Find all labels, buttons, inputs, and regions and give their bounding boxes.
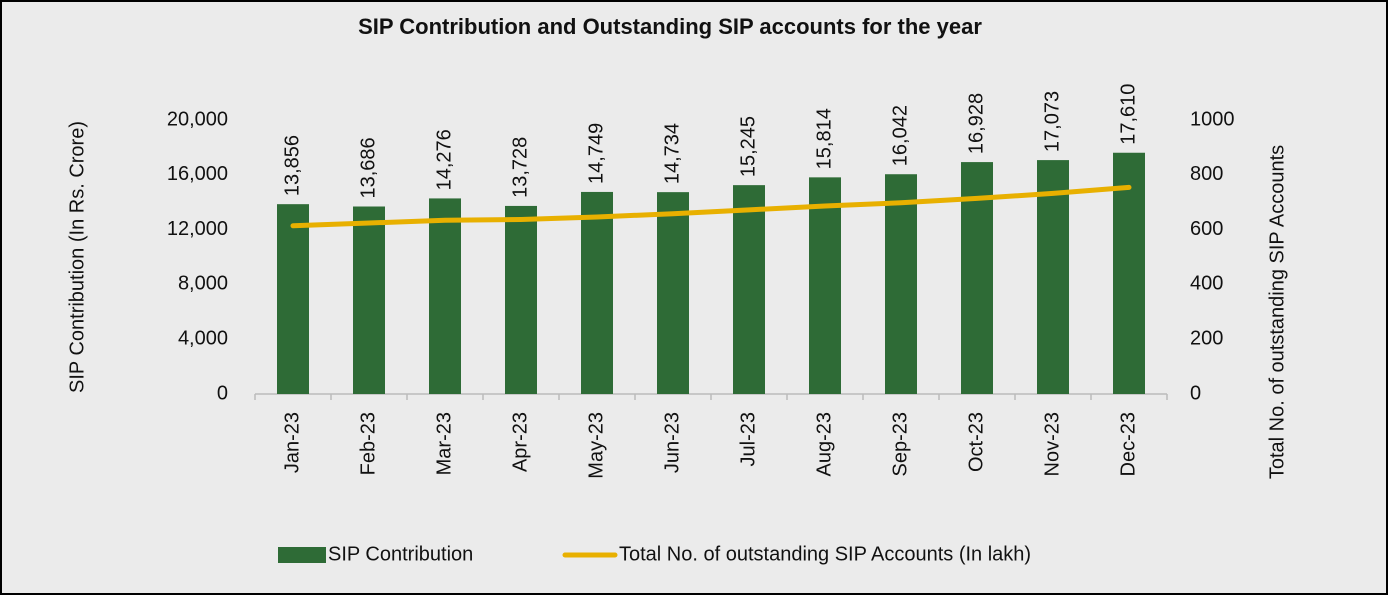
- data-label: 16,042: [889, 105, 911, 166]
- data-label: 14,734: [661, 123, 683, 184]
- line: [290, 184, 1132, 229]
- data-label: 14,749: [585, 123, 607, 184]
- y2-tick-label: 200: [1190, 327, 1223, 349]
- data-label: 17,610: [1117, 84, 1139, 145]
- bar: [1113, 152, 1145, 394]
- x-tick-label: Mar-23: [433, 412, 455, 475]
- y2-tick-label: 600: [1190, 218, 1223, 240]
- bar: [581, 191, 613, 394]
- y-axis-title: SIP Contribution (In Rs. Crore): [66, 121, 88, 393]
- bar: [809, 177, 841, 394]
- bar: [505, 205, 537, 394]
- data-label: 13,728: [509, 137, 531, 198]
- y2-tick-label: 400: [1190, 273, 1223, 295]
- bar: [885, 174, 917, 394]
- x-tick-label: Jun-23: [661, 412, 683, 473]
- y-tick-label: 8,000: [178, 273, 228, 295]
- data-label: 16,928: [965, 93, 987, 154]
- y2-tick-label: 800: [1190, 163, 1223, 185]
- chart-title: SIP Contribution and Outstanding SIP acc…: [358, 14, 982, 39]
- y-tick-label: 12,000: [167, 218, 228, 240]
- bar: [657, 192, 689, 394]
- x-tick-label: Dec-23: [1117, 412, 1139, 476]
- legend-swatch: [278, 547, 326, 563]
- x-tick-label: Sep-23: [889, 412, 911, 477]
- x-tick-label: Nov-23: [1041, 412, 1063, 476]
- x-tick-label: Aug-23: [813, 412, 835, 477]
- data-label: 13,856: [281, 135, 303, 196]
- y-tick-label: 4,000: [178, 327, 228, 349]
- y-tick-label: 0: [217, 382, 228, 404]
- data-label: 14,276: [433, 129, 455, 190]
- y2-tick-label: 1000: [1190, 108, 1235, 130]
- x-tick-label: Feb-23: [357, 412, 379, 475]
- data-label: 17,073: [1041, 91, 1063, 152]
- y-tick-label: 20,000: [167, 108, 228, 130]
- y-tick-label: 16,000: [167, 163, 228, 185]
- x-tick-label: Oct-23: [965, 412, 987, 472]
- bar: [277, 204, 309, 394]
- data-label: 15,245: [737, 116, 759, 177]
- data-label: 13,686: [357, 137, 379, 198]
- bar: [429, 198, 461, 394]
- legend-label: Total No. of outstanding SIP Accounts (I…: [619, 543, 1031, 565]
- bar: [353, 206, 385, 394]
- bar: [1037, 160, 1069, 394]
- bar: [733, 185, 765, 394]
- y2-tick-label: 0: [1190, 382, 1201, 404]
- x-tick-label: May-23: [585, 412, 607, 479]
- x-tick-label: Apr-23: [509, 412, 531, 472]
- data-label: 15,814: [813, 108, 835, 169]
- legend-label: SIP Contribution: [328, 543, 473, 565]
- y2-axis-title: Total No. of outstanding SIP Accounts: [1266, 145, 1288, 479]
- x-tick-label: Jul-23: [737, 412, 759, 466]
- x-tick-label: Jan-23: [281, 412, 303, 473]
